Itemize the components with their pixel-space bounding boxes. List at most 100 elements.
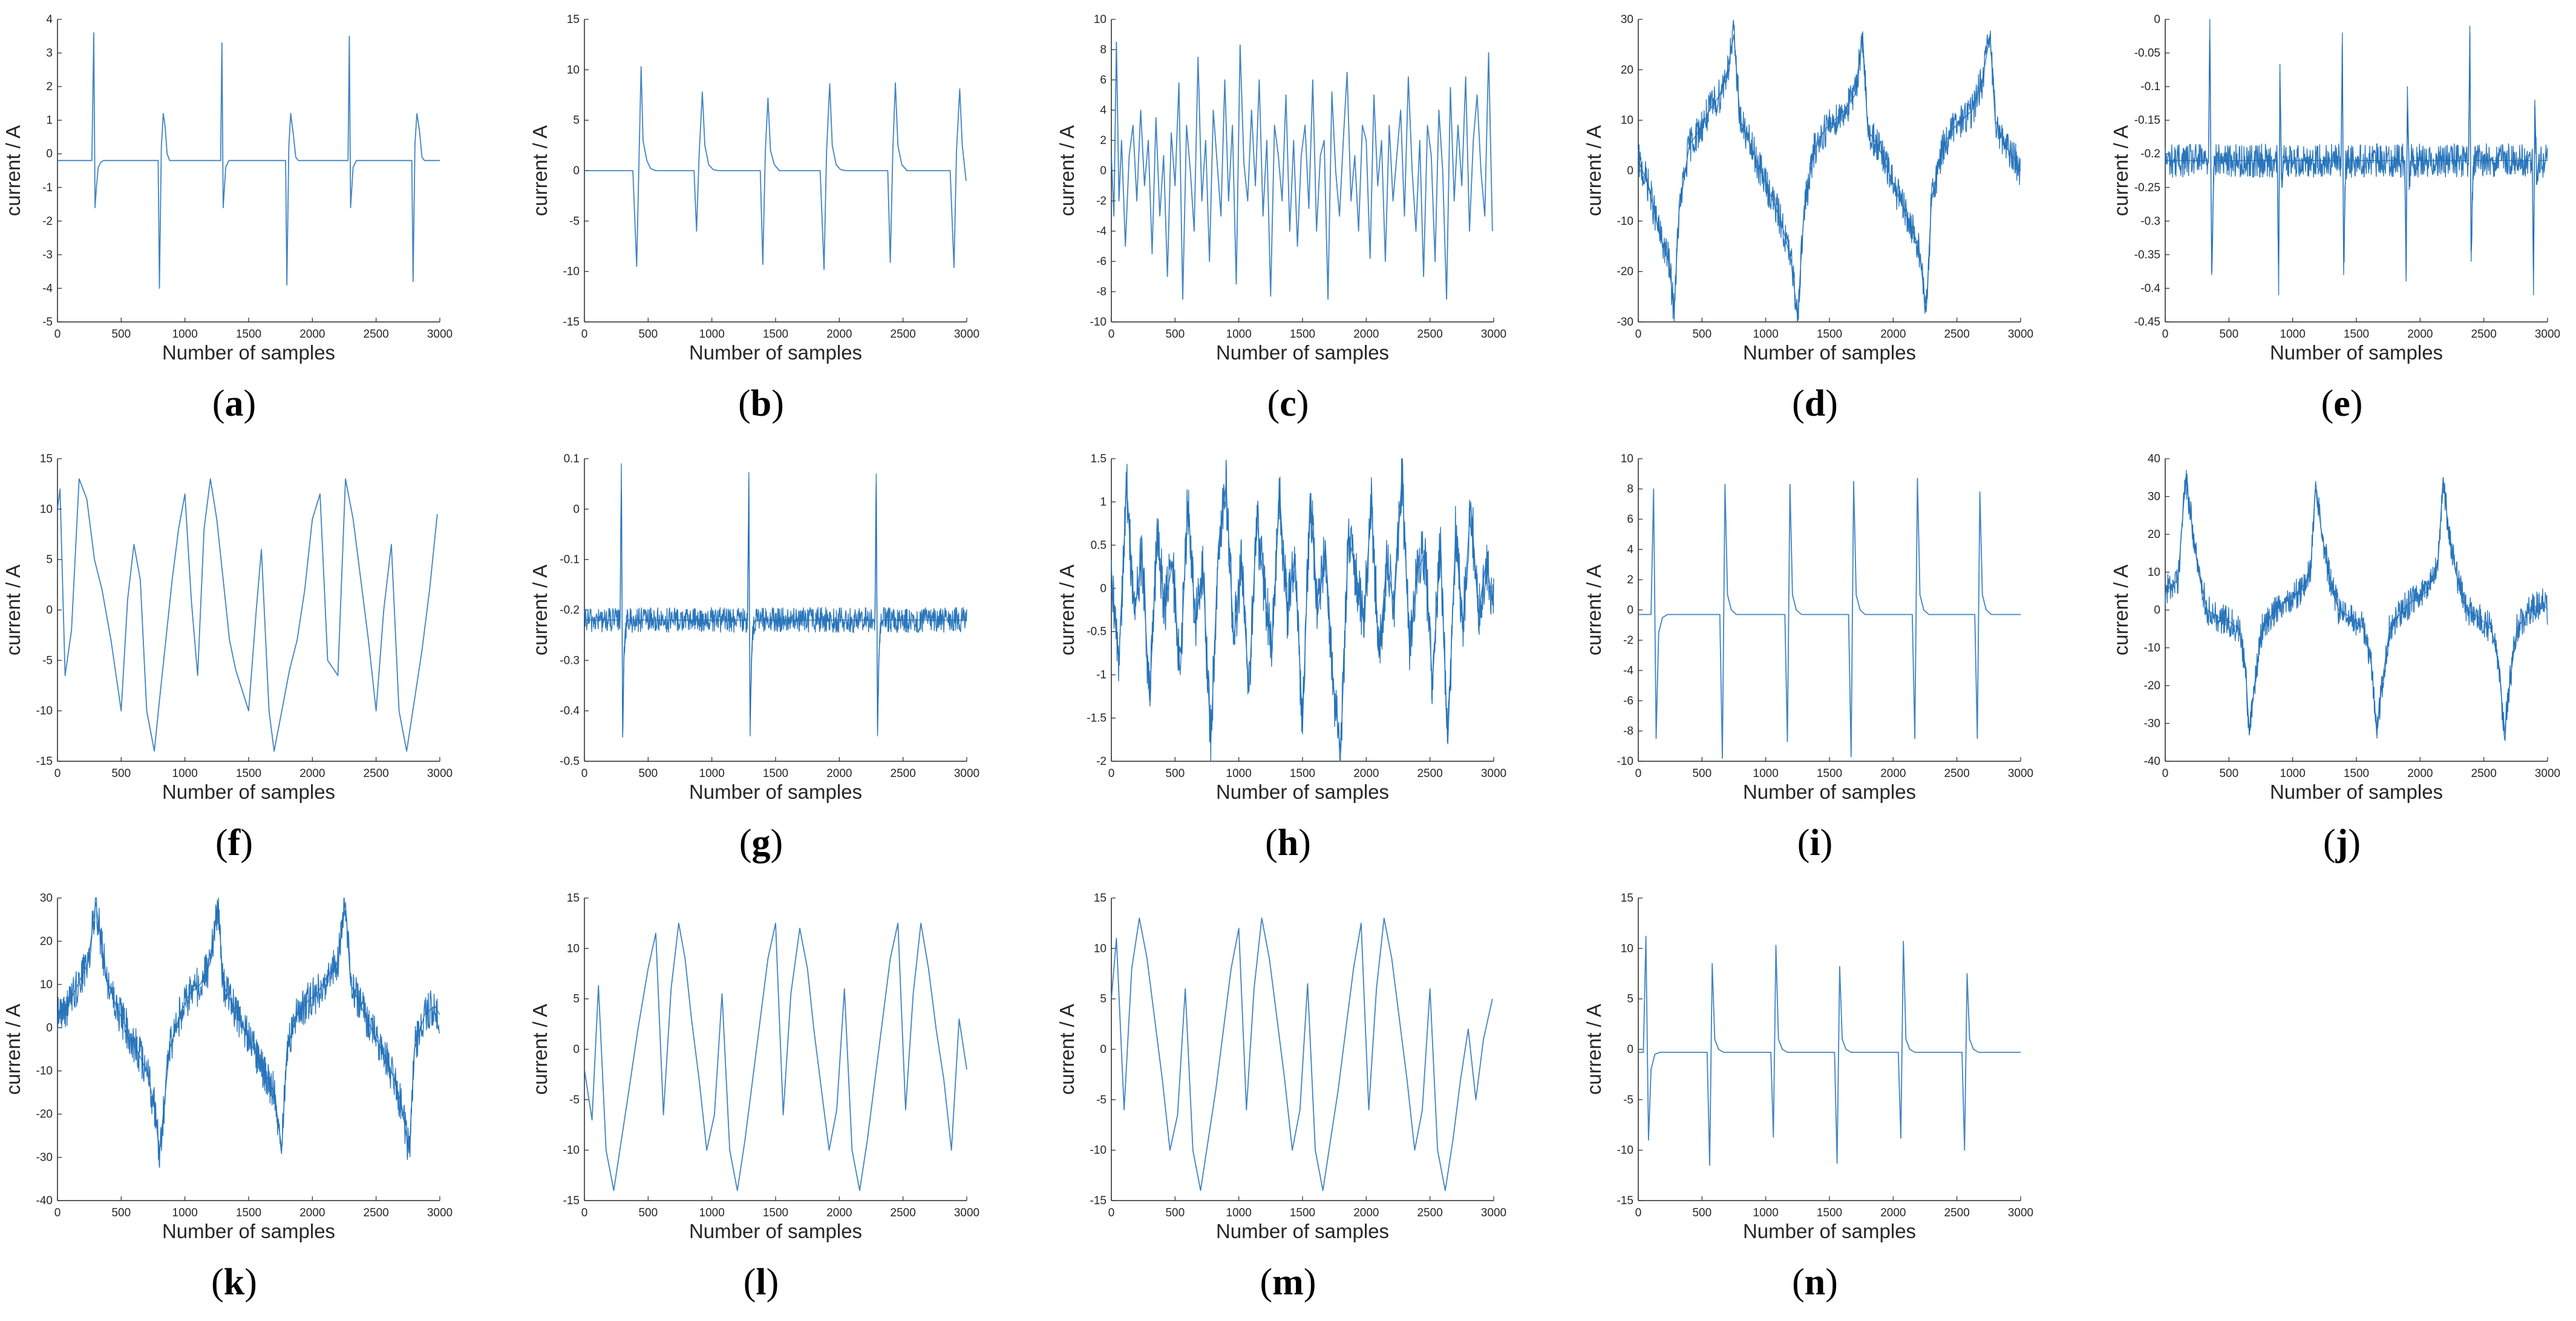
x-tick-label: 2500: [1944, 1207, 1970, 1219]
x-tick-label: 1000: [2280, 328, 2306, 341]
x-tick-label: 1000: [172, 328, 198, 341]
x-tick-label: 2500: [1417, 328, 1443, 341]
y-tick-label: -8: [1096, 286, 1107, 298]
x-tick-label: 0: [1108, 328, 1115, 341]
y-tick-label: 0: [573, 503, 580, 516]
x-tick-label: 1500: [236, 328, 261, 341]
y-tick-label: 0: [2154, 13, 2160, 26]
x-axis-label: Number of samples: [1743, 781, 1916, 803]
x-tick-label: 500: [111, 1207, 131, 1219]
x-tick-label: 0: [581, 1207, 588, 1219]
y-tick-label: -0.35: [2134, 249, 2160, 261]
x-tick-label: 0: [2162, 328, 2169, 341]
chart-panel-f: 0 500 1000 1500 2000 2500 3000 15 10 5 0 -5 -10 -15 Nu…: [2, 453, 453, 864]
chart-panel-n: 0 500 1000 1500 2000 2500 3000 15 10 5 0 -5 -10 -15 Nu…: [1583, 892, 2033, 1303]
series-line: [1111, 41, 1493, 300]
y-tick-label: 0.1: [564, 453, 580, 465]
x-tick-label: 1000: [172, 1207, 198, 1219]
y-tick-label: -10: [563, 266, 580, 278]
panel-caption: (d): [1792, 383, 1838, 424]
series-line: [1638, 19, 2021, 323]
x-tick-label: 3000: [427, 1207, 453, 1219]
y-tick-label: 10: [40, 503, 53, 516]
y-axis-label: current / A: [1583, 565, 1605, 655]
series-line: [1638, 477, 2021, 759]
y-tick-label: -1: [1096, 669, 1107, 681]
y-tick-label: -2: [1096, 755, 1107, 768]
chart-panel-a: 0 500 1000 1500 2000 2500 3000 4 3 2 1 0 -1 -2 -3 -4 -5 N…: [2, 13, 453, 424]
y-tick-label: 0: [46, 1021, 53, 1034]
x-tick-label: 1500: [1290, 1207, 1315, 1219]
y-axis-label: current / A: [2, 1004, 24, 1095]
panel-caption: (e): [2321, 383, 2363, 424]
series-line: [57, 478, 438, 752]
y-tick-label: 10: [567, 64, 580, 76]
series-envelope: [584, 463, 967, 737]
panel-caption: (f): [215, 822, 253, 864]
y-tick-label: -10: [1090, 1144, 1107, 1157]
y-tick-label: -15: [1090, 1195, 1107, 1207]
y-tick-label: -10: [36, 1065, 53, 1078]
x-axis-label: Number of samples: [162, 781, 335, 803]
x-tick-label: 500: [638, 767, 658, 780]
x-tick-label: 3000: [2008, 328, 2033, 341]
x-tick-label: 3000: [2008, 767, 2033, 780]
y-tick-label: -15: [563, 1195, 580, 1207]
chart-panel-b: 0 500 1000 1500 2000 2500 3000 15 10 5 0 -5 -10 -15 Nu…: [529, 13, 979, 424]
x-tick-label: 0: [581, 328, 588, 341]
y-tick-label: 0: [1627, 1043, 1633, 1056]
y-tick-label: -30: [1617, 316, 1633, 329]
y-tick-label: 40: [2148, 453, 2160, 465]
y-tick-label: 1: [1100, 496, 1107, 508]
chart-panel-k: 0 500 1000 1500 2000 2500 3000 30 20 10 0 -10 -20 -30…: [2, 892, 453, 1303]
y-tick-label: 15: [567, 13, 580, 26]
x-tick-label: 1500: [1817, 328, 1842, 341]
y-tick-label: -0.1: [2140, 80, 2160, 93]
chart-panel-l: 0 500 1000 1500 2000 2500 3000 15 10 5 0 -5 -10 -15 Nu…: [529, 892, 979, 1303]
y-tick-label: -5: [42, 654, 53, 667]
x-tick-label: 500: [1165, 328, 1185, 341]
y-axis-label: current / A: [2110, 125, 2132, 216]
x-tick-label: 500: [111, 767, 131, 780]
x-tick-label: 0: [54, 328, 61, 341]
y-tick-label: -4: [1096, 225, 1107, 238]
series-line: [57, 897, 440, 1168]
x-tick-label: 1500: [236, 1207, 261, 1219]
y-tick-label: 0: [2154, 604, 2160, 617]
x-tick-label: 3000: [2008, 1207, 2033, 1219]
y-tick-label: -3: [42, 249, 53, 261]
y-tick-label: 5: [573, 114, 580, 127]
y-axis-label: current / A: [1583, 1004, 1605, 1095]
x-tick-label: 2000: [826, 1207, 852, 1219]
x-tick-label: 1000: [172, 767, 198, 780]
y-tick-label: 5: [46, 554, 53, 566]
y-tick-label: 20: [40, 935, 53, 948]
y-tick-label: 1: [46, 114, 53, 127]
y-tick-label: 0.5: [1091, 539, 1107, 552]
x-tick-label: 2500: [364, 767, 389, 780]
y-tick-label: -10: [1090, 316, 1107, 329]
y-tick-label: 8: [1100, 44, 1107, 56]
chart-panel-h: 0 500 1000 1500 2000 2500 3000 1.5 1 0.5 0 -0.5 -1 -1…: [1056, 453, 1506, 864]
x-tick-label: 0: [54, 767, 61, 780]
x-axis-label: Number of samples: [1216, 781, 1389, 803]
x-tick-label: 2500: [2471, 767, 2497, 780]
y-tick-label: -30: [36, 1152, 53, 1164]
x-tick-label: 500: [1692, 767, 1711, 780]
y-tick-label: 10: [2148, 566, 2160, 579]
series-line: [2165, 33, 2548, 282]
y-tick-label: 2: [46, 80, 53, 93]
x-tick-label: 1000: [699, 1207, 725, 1219]
x-tick-label: 0: [1635, 328, 1642, 341]
series-envelope: [1638, 34, 2021, 318]
x-tick-label: 2500: [1417, 1207, 1443, 1219]
y-tick-label: 0: [573, 1043, 580, 1056]
x-axis-label: Number of samples: [689, 341, 862, 364]
panel-caption: (n): [1792, 1262, 1838, 1303]
y-tick-label: 0: [46, 148, 53, 160]
y-tick-label: 2: [1627, 574, 1633, 586]
y-tick-label: 10: [1621, 942, 1633, 955]
y-tick-label: -0.2: [2140, 148, 2160, 160]
x-tick-label: 2000: [1880, 767, 1906, 780]
y-axis-label: current / A: [529, 125, 551, 216]
